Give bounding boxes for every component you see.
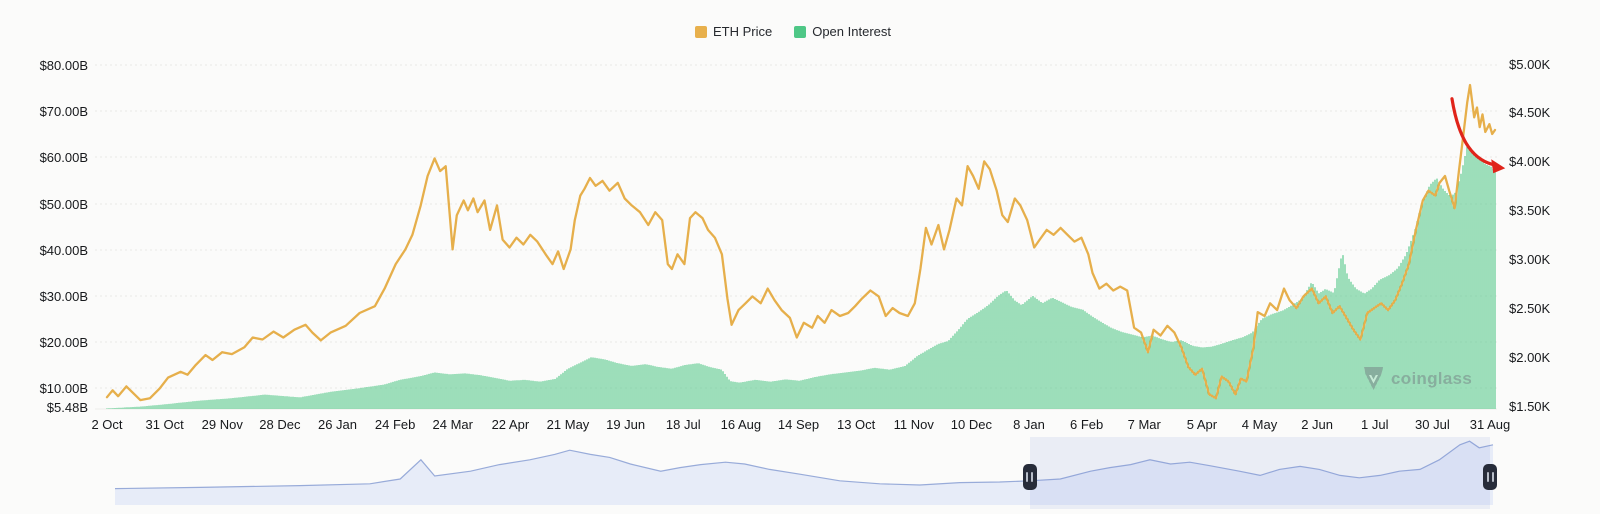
x-axis-label: 7 Mar [1127,417,1161,432]
x-axis-label: 5 Apr [1186,417,1218,432]
right-axis-label: $2.00K [1509,350,1551,365]
x-axis-label: 18 Jul [665,417,701,432]
x-axis-label: 22 Apr [491,417,530,432]
right-axis-label: $4.50K [1509,105,1551,120]
main-plot-area[interactable] [0,0,1600,437]
x-axis-label: 21 May [546,417,590,432]
navigator-right-handle[interactable] [1483,464,1498,490]
navigator-area-fill [115,441,1493,505]
x-axis-label: 29 Nov [201,417,243,432]
right-axis-label: $3.50K [1509,203,1551,218]
right-axis-label: $2.50K [1509,301,1551,316]
navigator-selection[interactable] [1029,437,1491,509]
x-axis-label: 1 Jul [1361,417,1389,432]
x-axis-label: 31 Aug [1469,417,1511,432]
x-axis-label: 2 Jun [1301,417,1334,432]
right-axis-label: $1.50K [1509,399,1551,414]
left-axis-label: $80.00B [39,58,88,73]
x-axis-label: 30 Jul [1415,417,1450,432]
downtrend-arrow-annotation [1450,97,1494,166]
left-axis-label: $10.00B [39,381,88,396]
legend-label-open-interest: Open Interest [812,24,891,39]
downtrend-arrowhead-icon [1491,159,1506,174]
x-axis-label: 14 Sep [777,417,820,432]
right-axis-label: $3.00K [1509,252,1551,267]
legend-label-eth-price: ETH Price [712,24,773,39]
eth-price-line[interactable] [105,83,1497,402]
right-axis-label: $4.00K [1509,154,1551,169]
range-navigator[interactable] [0,437,1600,514]
right-axis-label: $5.00K [1509,57,1551,72]
x-axis-label: 24 Feb [374,417,416,432]
x-axis-label: 31 Oct [145,417,184,432]
x-axis-label: 28 Dec [259,417,301,432]
left-axis-label: $40.00B [39,243,88,258]
open-interest-swatch-icon [794,25,807,38]
left-axis-label: $70.00B [39,104,88,119]
legend-item-open-interest[interactable]: Open Interest [794,24,891,39]
navigator-mini-chart[interactable] [0,437,1600,514]
left-axis-label: $60.00B [39,150,88,165]
x-axis-label: 10 Dec [950,417,992,432]
x-axis-label: 4 May [1241,417,1278,432]
x-axis-label: 8 Jan [1013,417,1045,432]
eth-price-swatch-icon [694,25,707,38]
open-interest-bars[interactable] [106,146,1496,409]
x-axis-label: 26 Jan [317,417,358,432]
left-axis-label: $5.48B [46,400,88,415]
x-axis-label: 6 Feb [1070,417,1104,432]
x-axis-label: 11 Nov [893,417,934,432]
navigator-line [114,440,1494,490]
x-axis-label: 19 Jun [606,417,646,432]
x-axis-label: 2 Oct [91,417,123,432]
x-axis-label: 16 Aug [720,417,762,432]
chart-legend: ETH Price Open Interest [0,24,1586,39]
left-axis-label: $50.00B [39,197,88,212]
legend-item-eth-price[interactable]: ETH Price [694,24,773,39]
navigator-left-handle[interactable] [1022,464,1037,490]
x-axis-label: 24 Mar [432,417,473,432]
left-axis-label: $20.00B [39,335,88,350]
left-axis-label: $30.00B [39,289,88,304]
x-axis-label: 13 Oct [836,417,876,432]
